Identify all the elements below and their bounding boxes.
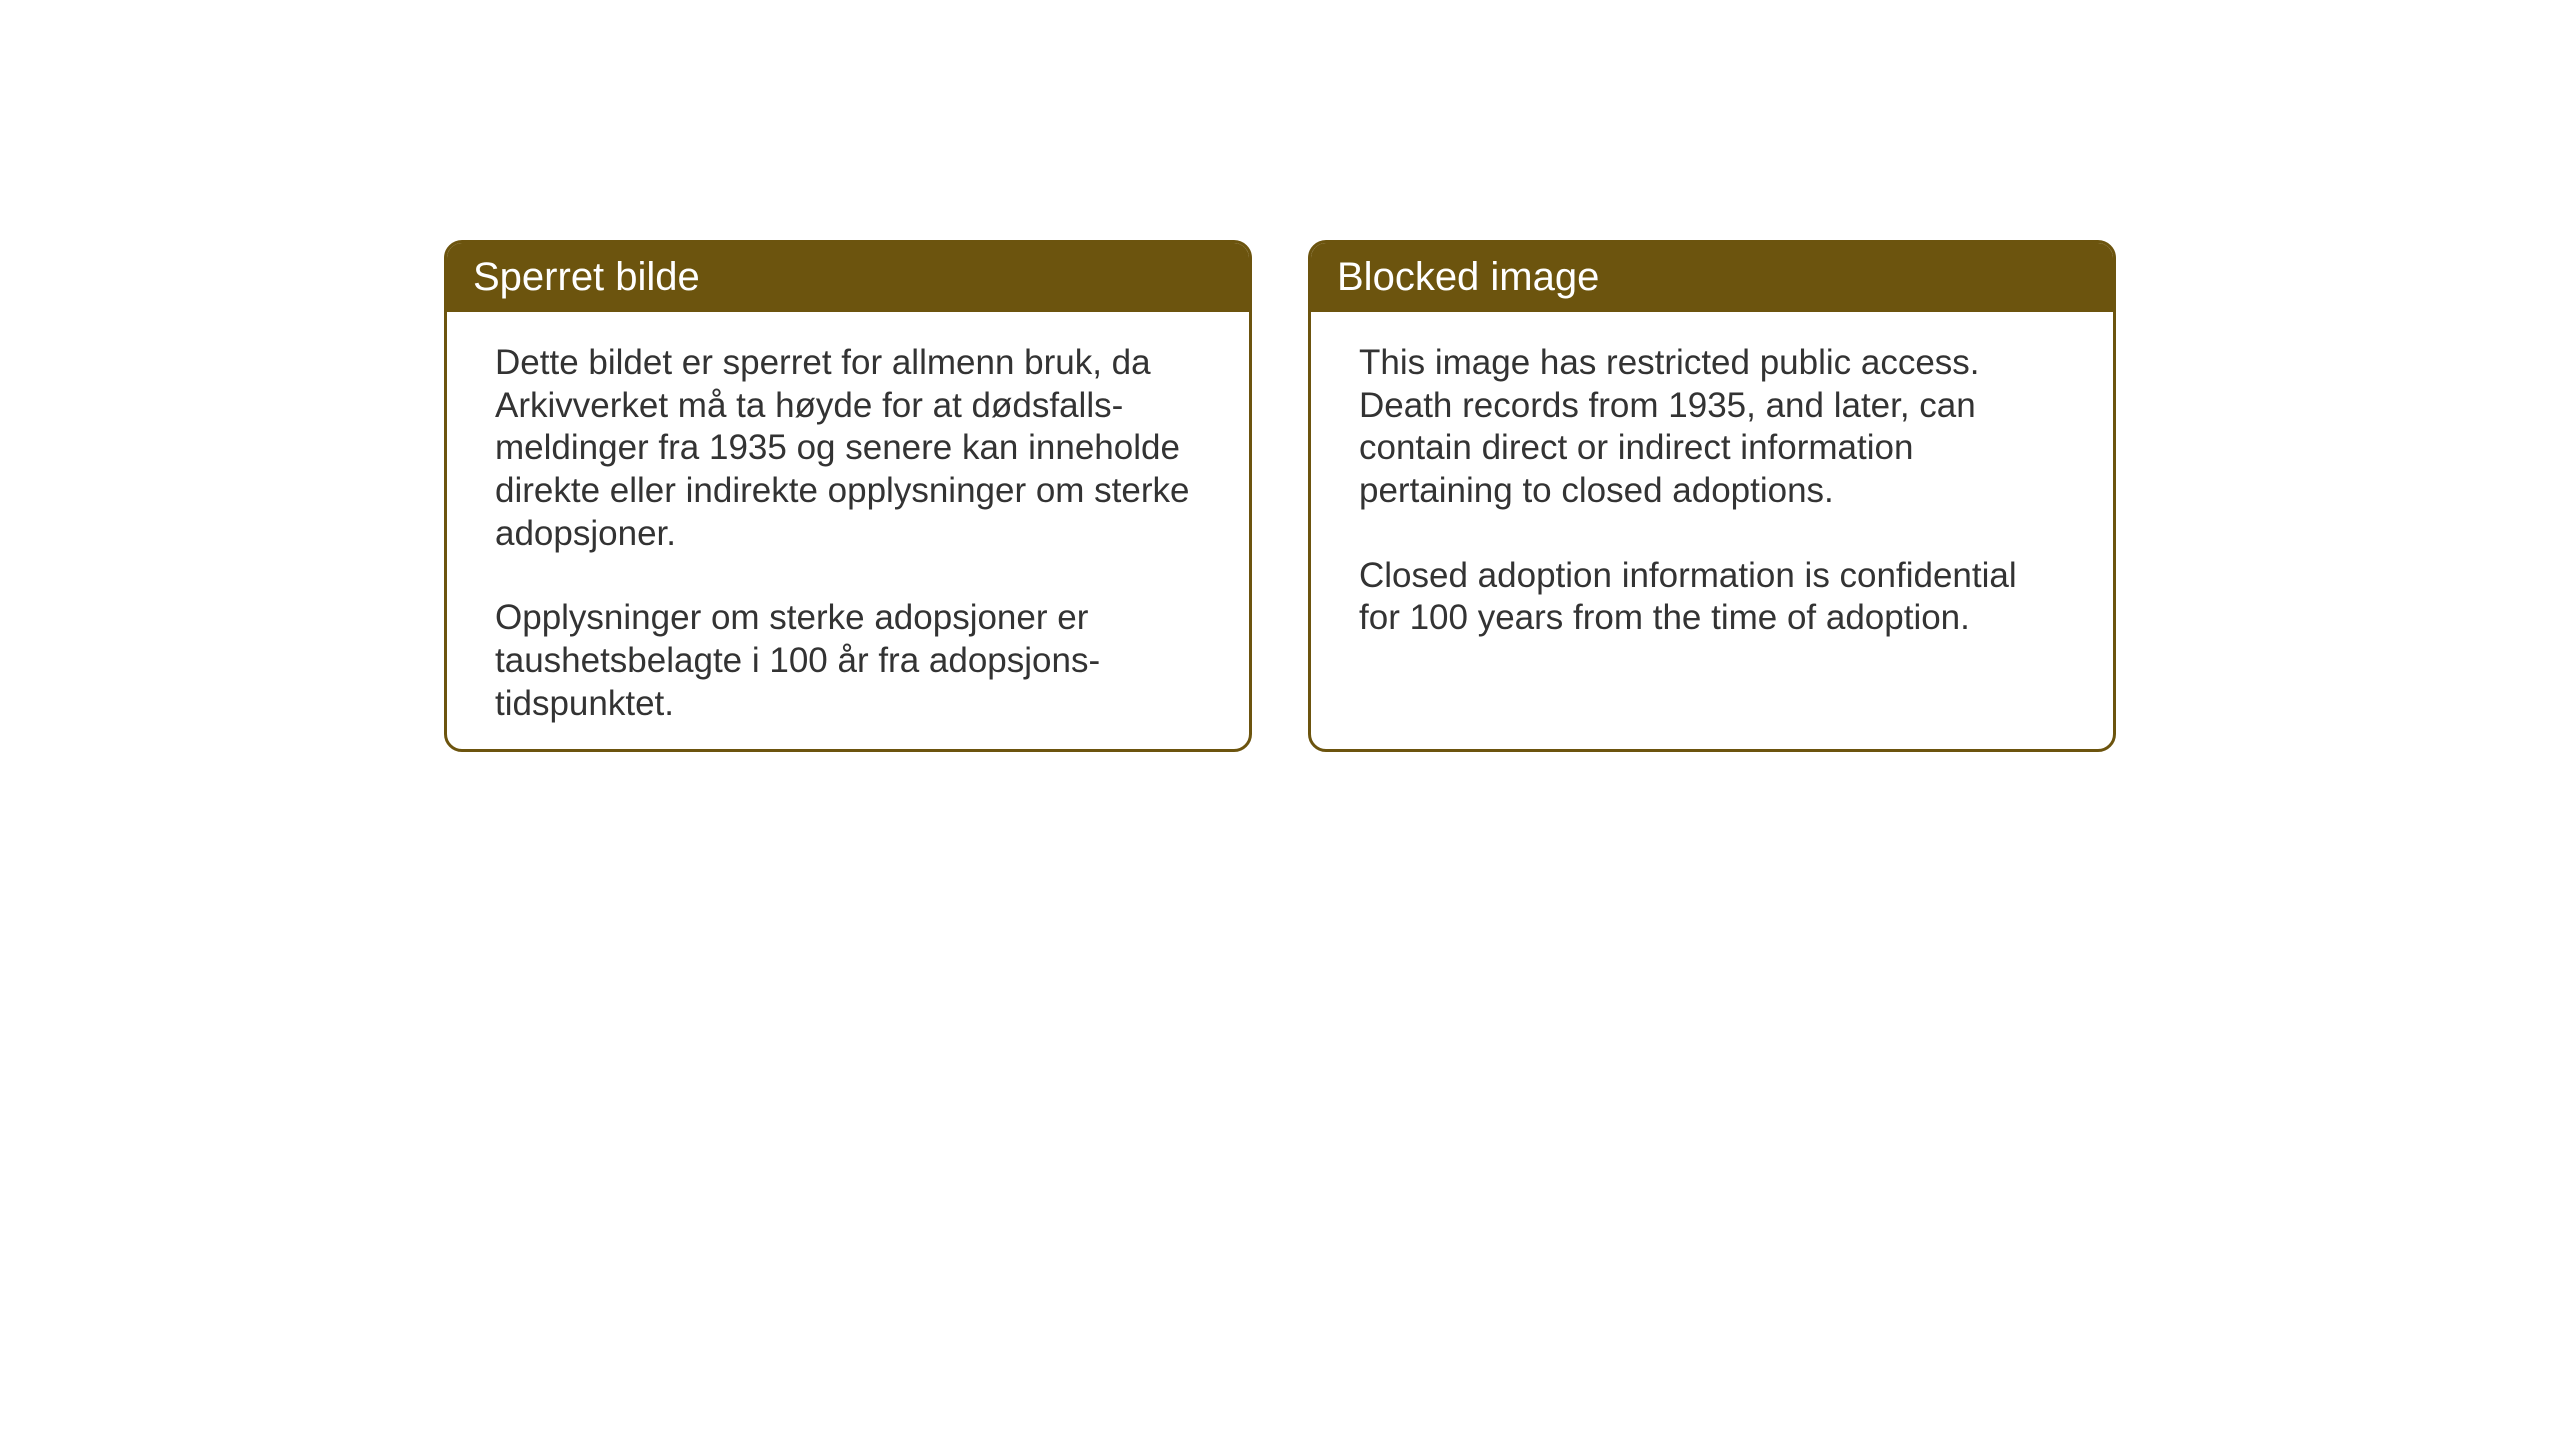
notice-paragraph: This image has restricted public access.… bbox=[1359, 342, 2065, 513]
notice-box-english: Blocked image This image has restricted … bbox=[1308, 240, 2116, 752]
notice-body-english: This image has restricted public access.… bbox=[1311, 312, 2113, 670]
notice-paragraph: Dette bildet er sperret for allmenn bruk… bbox=[495, 342, 1201, 555]
notice-body-norwegian: Dette bildet er sperret for allmenn bruk… bbox=[447, 312, 1249, 752]
notice-container: Sperret bilde Dette bildet er sperret fo… bbox=[444, 240, 2116, 752]
notice-paragraph: Opplysninger om sterke adopsjoner er tau… bbox=[495, 597, 1201, 725]
notice-paragraph: Closed adoption information is confident… bbox=[1359, 555, 2065, 640]
notice-header-norwegian: Sperret bilde bbox=[447, 243, 1249, 312]
notice-header-english: Blocked image bbox=[1311, 243, 2113, 312]
notice-box-norwegian: Sperret bilde Dette bildet er sperret fo… bbox=[444, 240, 1252, 752]
